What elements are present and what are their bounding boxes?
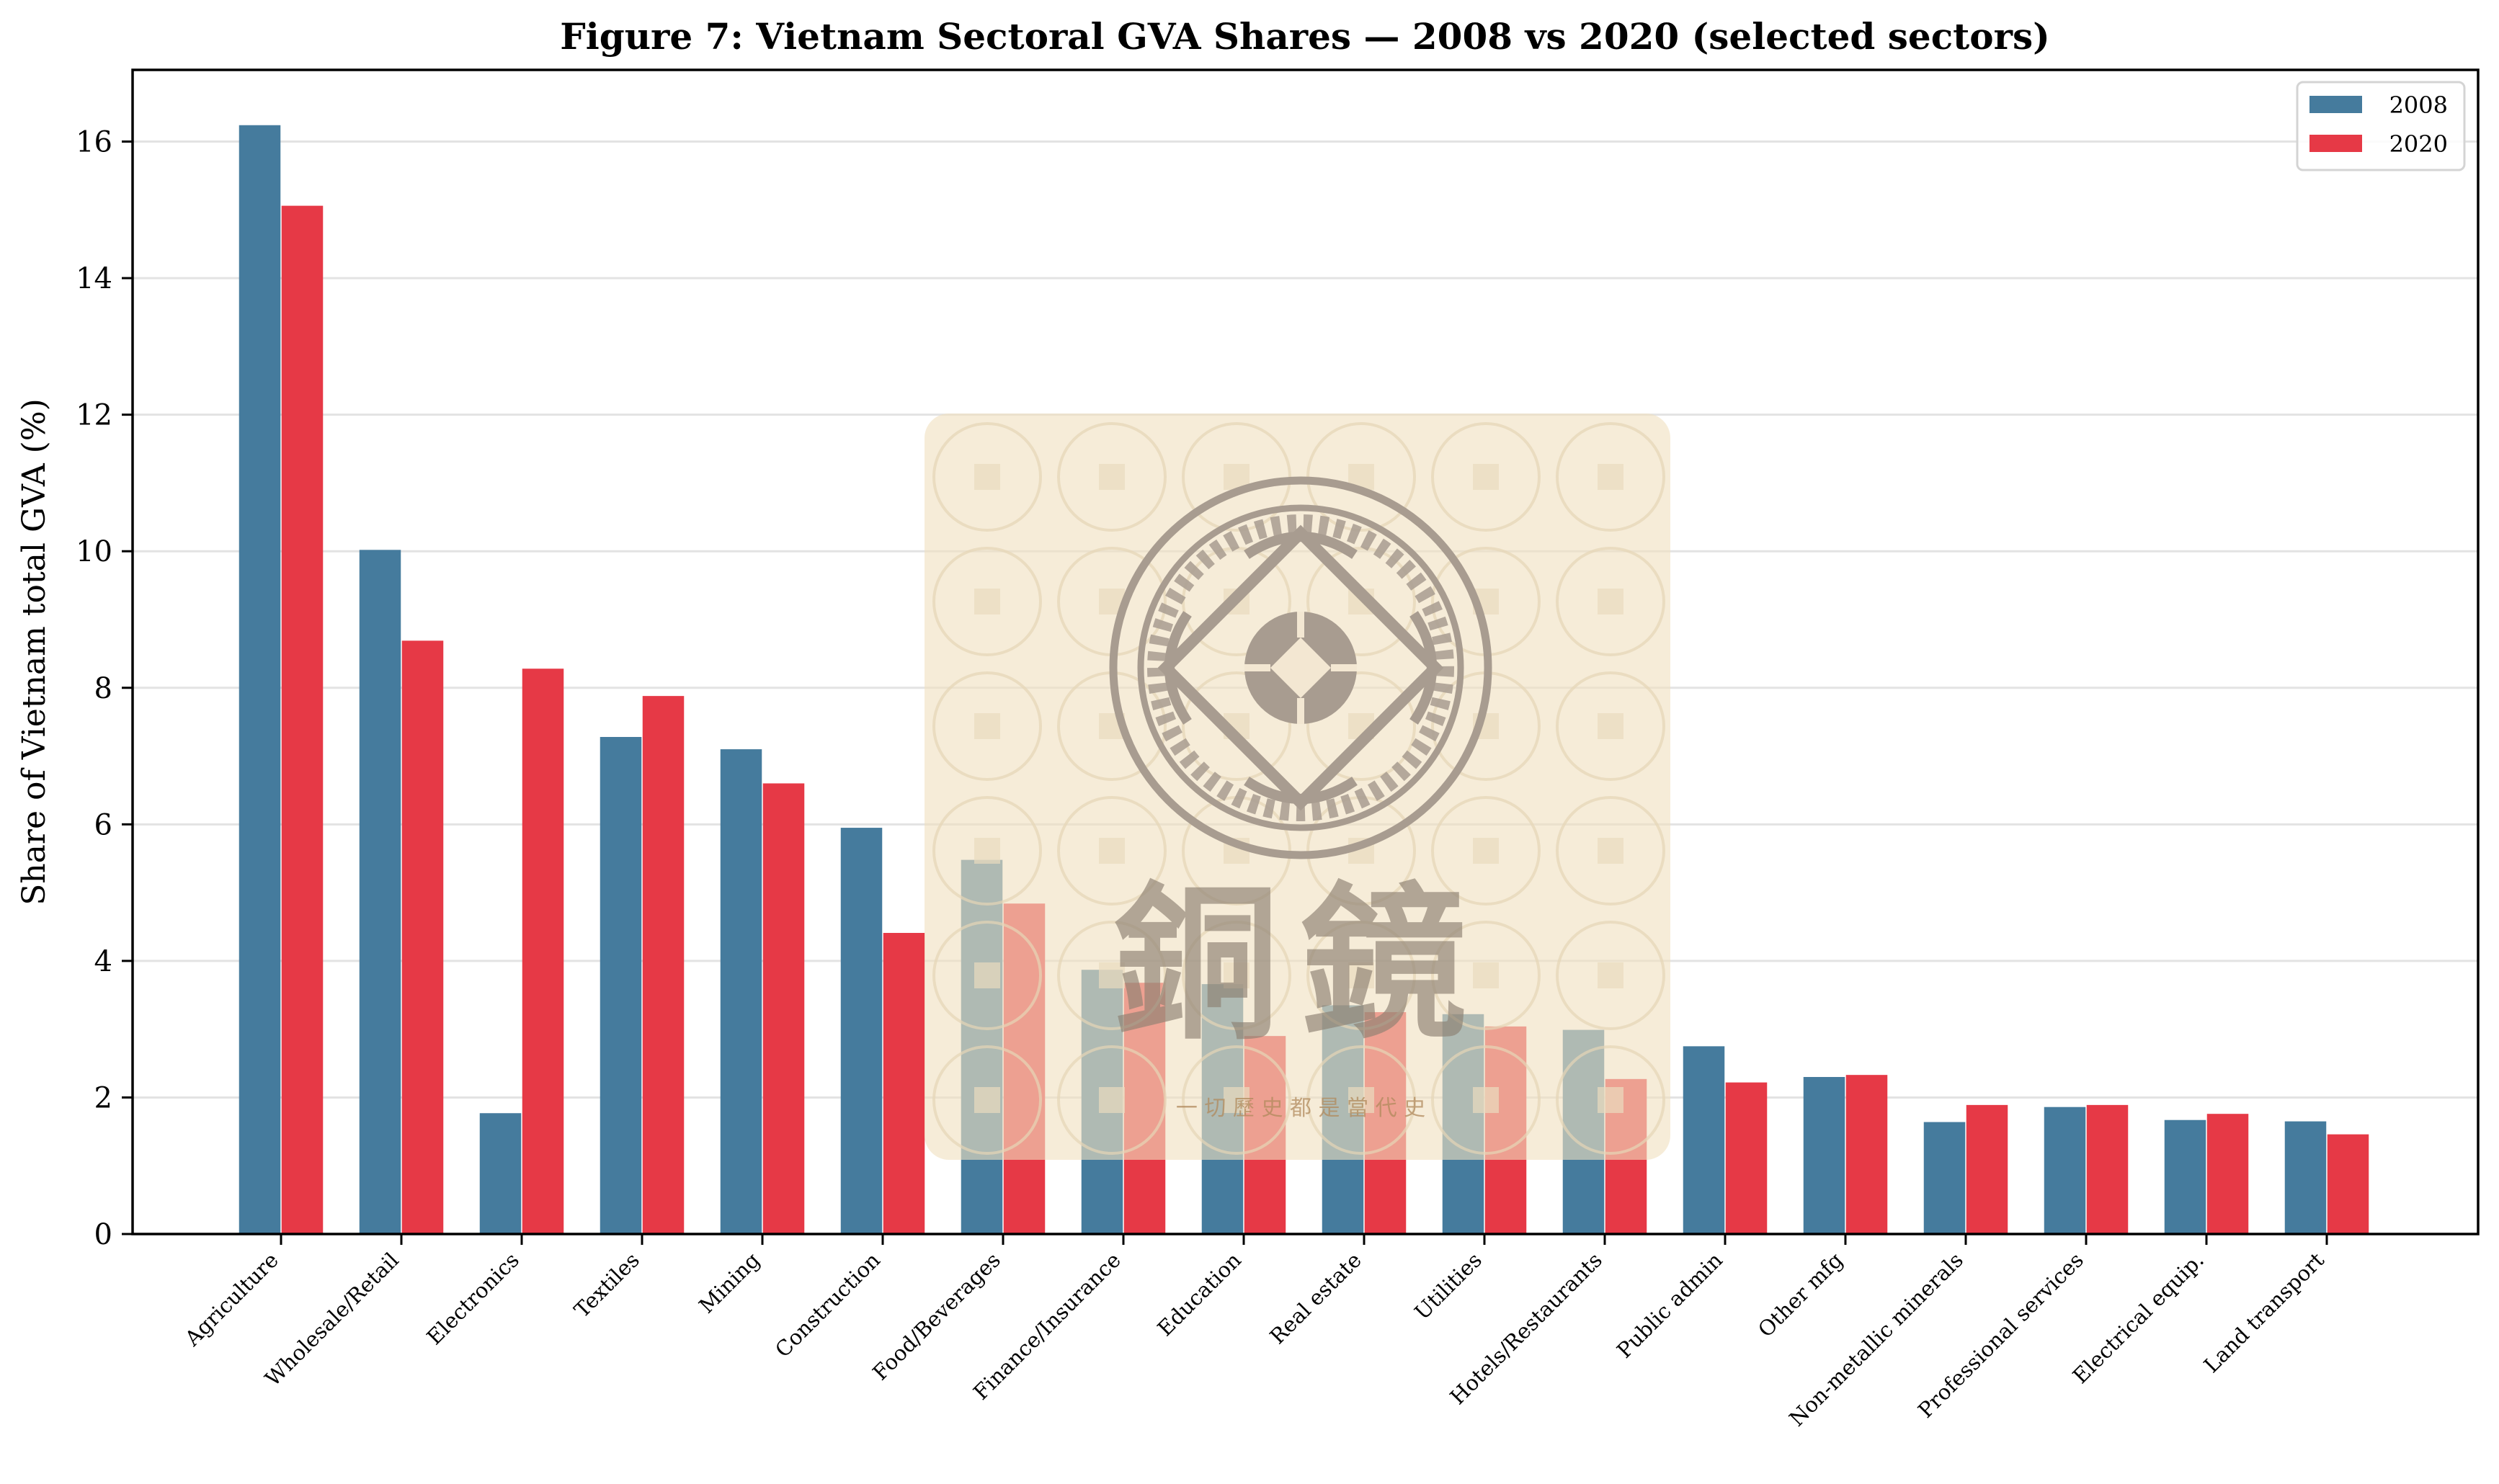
- bar-other-mfg-2020: [1845, 1075, 1888, 1234]
- coin-hole-icon: [974, 962, 1000, 988]
- bronze-mirror-emblem-icon: [1109, 476, 1492, 859]
- bar-non-metallic-minerals-2008: [1923, 1122, 1966, 1234]
- coin-hole-icon: [1598, 1087, 1623, 1113]
- coin-pattern-icon: [1306, 671, 1416, 781]
- coin-pattern-icon: [1556, 547, 1665, 656]
- legend: 2008 2020: [2296, 81, 2466, 171]
- bar-electrical-equip-2008: [2164, 1119, 2206, 1234]
- bar-public-admin-2008: [1683, 1046, 1725, 1234]
- coin-pattern-icon: [1431, 921, 1541, 1030]
- coin-pattern-icon: [1057, 796, 1167, 906]
- bar-wholesale-retail-2020: [401, 640, 444, 1234]
- coin-pattern-icon: [1431, 422, 1541, 532]
- coin-pattern-icon: [932, 1045, 1042, 1155]
- plot-frame: [131, 68, 2480, 1235]
- coin-pattern-icon: [932, 671, 1042, 781]
- watermark-logo-text: 銅鏡: [1113, 869, 1488, 1061]
- coin-hole-icon: [974, 589, 1000, 614]
- bar-agriculture-2008: [239, 125, 281, 1234]
- y-axis-label: Share of Vietnam total GVA (%): [16, 398, 53, 906]
- coin-pattern-icon: [932, 796, 1042, 906]
- chart-title: Figure 7: Vietnam Sectoral GVA Shares — …: [560, 15, 2050, 58]
- coin-pattern-icon: [1057, 921, 1167, 1030]
- y-tick-label-16: 16: [76, 126, 112, 159]
- y-tick-label-8: 8: [94, 672, 112, 705]
- coin-hole-icon: [1348, 962, 1374, 988]
- coin-pattern-icon: [932, 547, 1042, 656]
- y-tick-label-0: 0: [94, 1218, 112, 1251]
- coin-pattern-icon: [932, 921, 1042, 1030]
- coin-hole-icon: [1473, 962, 1499, 988]
- coin-pattern-icon: [1556, 796, 1665, 906]
- bar-non-metallic-minerals-2020: [1966, 1104, 2008, 1234]
- coin-hole-icon: [1598, 589, 1623, 614]
- coin-pattern-icon: [1306, 547, 1416, 656]
- bar-construction-2020: [883, 933, 925, 1234]
- y-tick-label-2: 2: [94, 1081, 112, 1114]
- legend-swatch-2020: [2309, 135, 2362, 152]
- coin-hole-icon: [1473, 838, 1499, 864]
- bar-textiles-2008: [600, 737, 642, 1234]
- bar-electronics-2008: [479, 1113, 522, 1234]
- coin-hole-icon: [974, 838, 1000, 864]
- coin-pattern-icon: [1556, 671, 1665, 781]
- bar-mining-2020: [762, 783, 805, 1234]
- axes: [131, 68, 2480, 1235]
- coin-pattern-icon: [1182, 671, 1291, 781]
- coin-pattern-icon: [1556, 921, 1665, 1030]
- y-tick-label-12: 12: [76, 399, 112, 432]
- coin-pattern-icon: [932, 422, 1042, 532]
- legend-label-2008: 2008: [2389, 91, 2448, 119]
- coin-hole-icon: [1099, 838, 1125, 864]
- coin-hole-icon: [1348, 1087, 1374, 1113]
- watermark-motto: 一 切 歷 史 都 是 當 代 史: [1176, 1096, 1425, 1121]
- coin-pattern-icon: [1182, 1045, 1291, 1155]
- coin-pattern-icon: [1431, 1045, 1541, 1155]
- coin-hole-icon: [1598, 962, 1623, 988]
- coin-hole-icon: [1473, 1087, 1499, 1113]
- bar-agriculture-2020: [281, 205, 324, 1234]
- coin-pattern-icon: [1431, 796, 1541, 906]
- coin-hole-icon: [1099, 464, 1125, 490]
- coin-hole-icon: [1473, 464, 1499, 490]
- coin-hole-icon: [1224, 1087, 1250, 1113]
- legend-label-2020: 2020: [2389, 130, 2448, 158]
- coin-hole-icon: [1224, 962, 1250, 988]
- y-tick-label-4: 4: [94, 945, 112, 978]
- coin-pattern-icon: [1556, 422, 1665, 532]
- y-tick-label-6: 6: [94, 808, 112, 841]
- coin-hole-icon: [974, 464, 1000, 490]
- coin-hole-icon: [974, 713, 1000, 739]
- coin-hole-icon: [1598, 713, 1623, 739]
- coin-pattern-icon: [1556, 1045, 1665, 1155]
- coin-pattern-icon: [1057, 1045, 1167, 1155]
- bar-electronics-2020: [522, 669, 564, 1234]
- bar-other-mfg-2008: [1803, 1077, 1845, 1234]
- bar-land-transport-2008: [2284, 1121, 2327, 1234]
- coin-pattern-icon: [1057, 422, 1167, 532]
- coin-pattern-icon: [1306, 921, 1416, 1030]
- coin-pattern-icon: [1306, 1045, 1416, 1155]
- bar-mining-2008: [720, 749, 762, 1234]
- coin-pattern-icon: [1182, 921, 1291, 1030]
- y-axis-ticks: 0 2 4 6 8 10 12 14 16: [76, 126, 133, 1251]
- coin-hole-icon: [1099, 962, 1125, 988]
- bar-professional-services-2020: [2086, 1104, 2129, 1234]
- y-tick-label-10: 10: [76, 535, 112, 568]
- coin-hole-icon: [1099, 1087, 1125, 1113]
- bar-public-admin-2020: [1725, 1082, 1768, 1234]
- bar-electrical-equip-2020: [2206, 1114, 2249, 1234]
- bar-wholesale-retail-2008: [359, 550, 401, 1234]
- bar-land-transport-2020: [2327, 1134, 2369, 1234]
- y-tick-label-14: 14: [76, 262, 112, 295]
- legend-swatch-2008: [2309, 96, 2362, 113]
- coin-hole-icon: [1598, 464, 1623, 490]
- bar-construction-2008: [840, 828, 883, 1234]
- watermark: 銅鏡 一 切 歷 史 都 是 當 代 史: [925, 414, 1670, 1160]
- coin-hole-icon: [974, 1087, 1000, 1113]
- bar-textiles-2020: [642, 696, 685, 1234]
- coin-hole-icon: [1598, 838, 1623, 864]
- bar-professional-services-2008: [2044, 1107, 2086, 1234]
